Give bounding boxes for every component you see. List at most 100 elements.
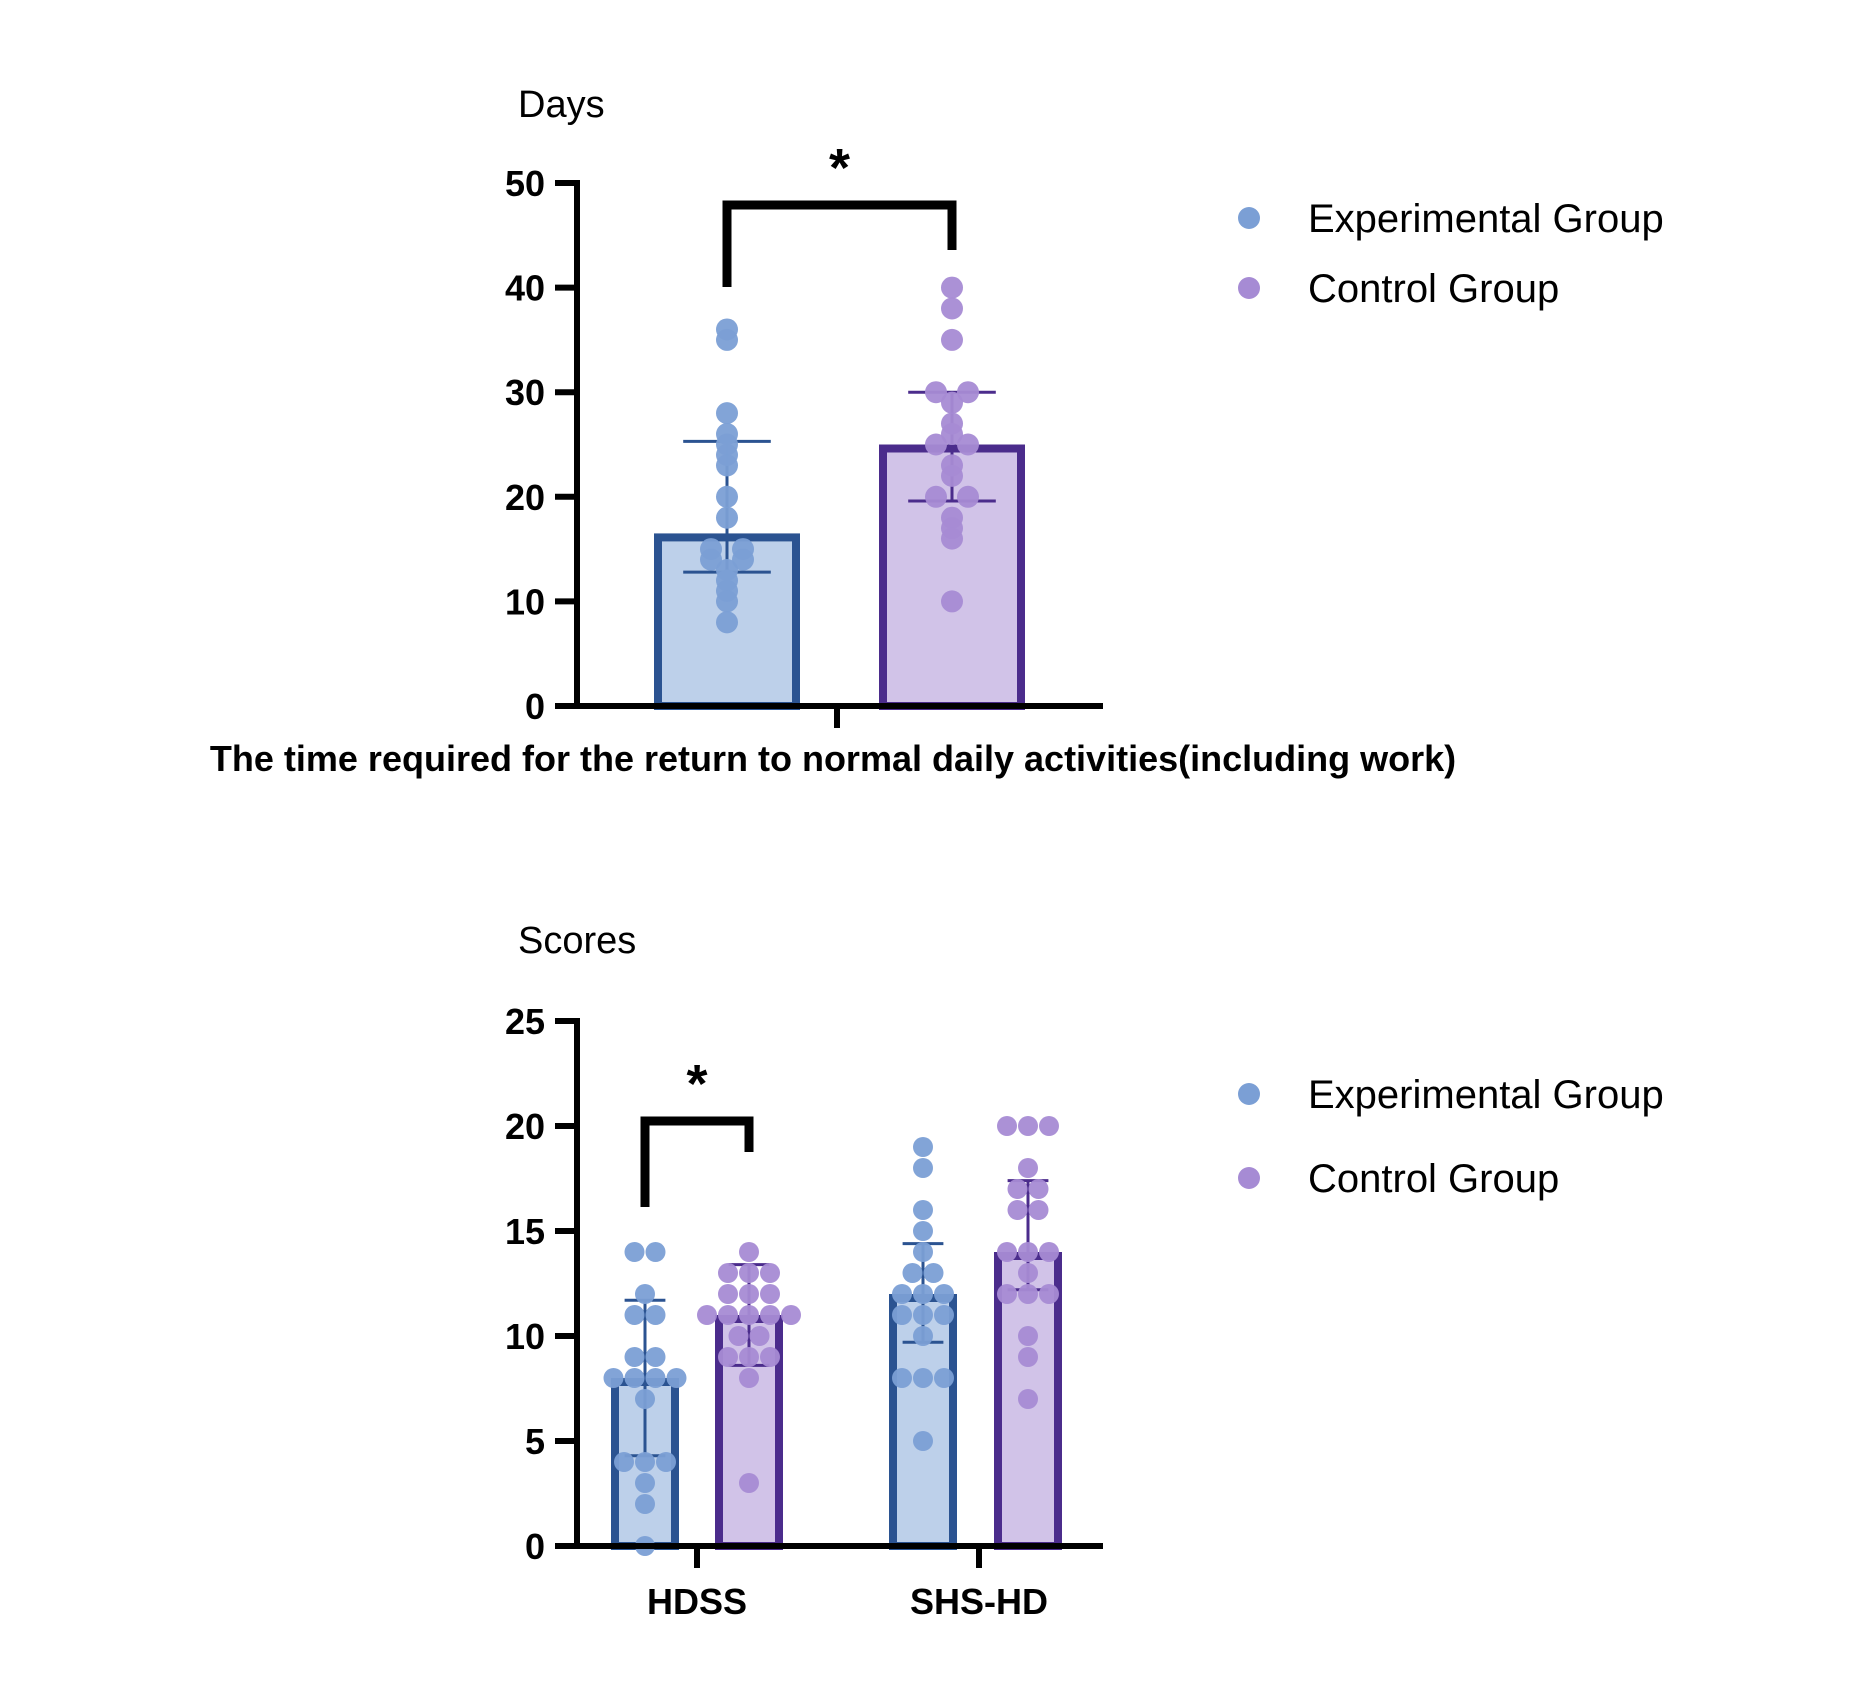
data-point-experimental [913, 1368, 933, 1388]
data-point-experimental [624, 1368, 645, 1388]
y-tick-label: 0 [525, 1526, 545, 1567]
data-point-control [1039, 1242, 1059, 1262]
data-point-control [997, 1284, 1017, 1304]
data-point-control [739, 1242, 759, 1262]
y-axis-label: Scores [518, 920, 636, 962]
category-labels: HDSS SHS-HD [647, 1581, 1048, 1622]
y-tick-label: 20 [505, 477, 545, 518]
scores-chart: Scores 0 5 10 15 20 25 * HDSS SHS-HD Experimen… [505, 920, 1664, 1622]
data-point-control [941, 423, 963, 446]
data-point-control [739, 1473, 759, 1493]
data-point-experimental [892, 1284, 912, 1304]
significance-bracket: * [722, 138, 957, 287]
data-point-experimental [635, 1473, 655, 1493]
data-point-experimental [624, 1305, 645, 1325]
data-point-control [941, 276, 963, 299]
data-point-control [925, 381, 947, 404]
data-point-control [941, 391, 963, 414]
data-point-control [1028, 1179, 1049, 1199]
y-axis-ticks: 0 10 20 30 40 50 [505, 163, 577, 727]
y-tick-label: 30 [505, 372, 545, 413]
data-point-control [941, 590, 963, 613]
data-point-experimental [923, 1263, 944, 1283]
y-tick-label: 10 [505, 581, 545, 622]
data-point-experimental [934, 1368, 954, 1388]
data-point-experimental [913, 1326, 933, 1346]
data-point-control [997, 1116, 1017, 1136]
legend-dot-experimental [1238, 207, 1260, 229]
data-point-control [1039, 1116, 1059, 1136]
data-point-control [1018, 1389, 1038, 1409]
y-axis-ticks: 0 5 10 15 20 25 [505, 1001, 577, 1567]
data-point-control [941, 328, 963, 351]
data-point-control [697, 1305, 717, 1325]
significance-asterisk: * [686, 1054, 707, 1114]
bars [611, 1252, 1062, 1550]
data-point-experimental [732, 548, 754, 571]
data-point-control [1018, 1116, 1038, 1136]
data-point-control [718, 1284, 738, 1304]
data-point-experimental [614, 1452, 634, 1472]
days-chart: Days 0 10 20 30 40 50 * The time required for… [210, 84, 1664, 779]
data-point-control [760, 1284, 780, 1304]
y-tick-label: 25 [505, 1001, 545, 1042]
data-point-control [941, 297, 963, 320]
data-point-experimental [913, 1221, 933, 1241]
data-point-control [739, 1368, 759, 1388]
data-point-experimental [913, 1431, 933, 1451]
data-point-control [739, 1347, 759, 1367]
data-points [603, 1116, 1059, 1556]
significance-bracket-line [722, 200, 957, 287]
error-bars [624, 1179, 1049, 1458]
data-point-experimental [700, 548, 722, 571]
data-point-control [925, 433, 947, 456]
data-point-experimental [913, 1284, 933, 1304]
axes [574, 180, 1103, 728]
data-point-experimental [716, 590, 738, 613]
data-point-control [1018, 1242, 1038, 1262]
data-points [700, 276, 979, 634]
data-point-control [957, 485, 979, 508]
y-tick-label: 20 [505, 1106, 545, 1147]
data-point-experimental [645, 1368, 666, 1388]
data-point-experimental [913, 1305, 933, 1325]
x-axis-title: The time required for the return to norm… [210, 738, 1456, 779]
data-point-experimental [603, 1368, 624, 1388]
data-point-experimental [635, 1452, 655, 1472]
data-point-experimental [716, 506, 738, 529]
legend-label-experimental: Experimental Group [1308, 197, 1664, 241]
data-point-control [957, 381, 979, 404]
data-point-experimental [635, 1284, 655, 1304]
data-point-control [1018, 1347, 1038, 1367]
y-tick-label: 40 [505, 268, 545, 309]
data-point-experimental [624, 1347, 645, 1367]
data-point-control [728, 1326, 749, 1346]
data-point-experimental [716, 454, 738, 477]
data-point-experimental [716, 485, 738, 508]
y-tick-label: 0 [525, 686, 545, 727]
data-point-experimental [934, 1284, 954, 1304]
significance-bracket-line [640, 1116, 754, 1207]
data-point-experimental [635, 1389, 655, 1409]
data-point-experimental [624, 1242, 645, 1262]
data-point-experimental [716, 402, 738, 425]
data-point-control [739, 1305, 759, 1325]
data-point-control [760, 1347, 780, 1367]
data-point-experimental [913, 1137, 933, 1157]
data-point-control [718, 1347, 738, 1367]
data-point-experimental [645, 1305, 666, 1325]
data-point-control [1018, 1284, 1038, 1304]
category-label: SHS-HD [910, 1581, 1048, 1622]
data-point-control [760, 1263, 780, 1283]
data-point-experimental [902, 1263, 923, 1283]
y-tick-label: 10 [505, 1316, 545, 1357]
data-point-experimental [645, 1347, 666, 1367]
data-point-control [749, 1326, 770, 1346]
data-point-control [1018, 1158, 1038, 1178]
data-point-experimental [913, 1242, 933, 1262]
y-axis-label: Days [518, 84, 605, 126]
data-point-control [781, 1305, 801, 1325]
legend-dot-control [1238, 1167, 1260, 1189]
data-point-experimental [913, 1200, 933, 1220]
data-point-control [1007, 1200, 1028, 1220]
